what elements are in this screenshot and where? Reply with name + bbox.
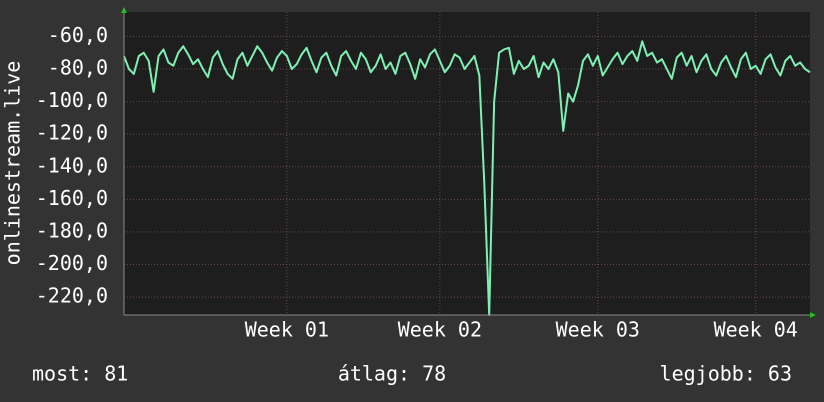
y-tick-label: -180,0 xyxy=(36,218,108,242)
footer-stat: legjobb: 63 xyxy=(660,362,792,386)
y-axis-title: onlinestream.live xyxy=(1,61,25,266)
footer-stat: átlag: 78 xyxy=(338,362,446,386)
x-tick-label: Week 02 xyxy=(398,318,482,342)
y-tick-label: -160,0 xyxy=(36,186,108,210)
x-tick-label: Week 04 xyxy=(714,318,798,342)
y-tick-label: -140,0 xyxy=(36,153,108,177)
y-tick-label: -120,0 xyxy=(36,121,108,145)
data-line xyxy=(123,40,811,316)
y-tick-label: -80,0 xyxy=(48,56,108,80)
x-tick-label: Week 01 xyxy=(245,318,329,342)
y-tick-label: -200,0 xyxy=(36,251,108,275)
footer-stat: most: 81 xyxy=(32,362,128,386)
y-tick-label: -220,0 xyxy=(36,284,108,308)
y-tick-label: -100,0 xyxy=(36,88,108,112)
x-tick-label: Week 03 xyxy=(556,318,640,342)
y-tick-label: -60,0 xyxy=(48,23,108,47)
